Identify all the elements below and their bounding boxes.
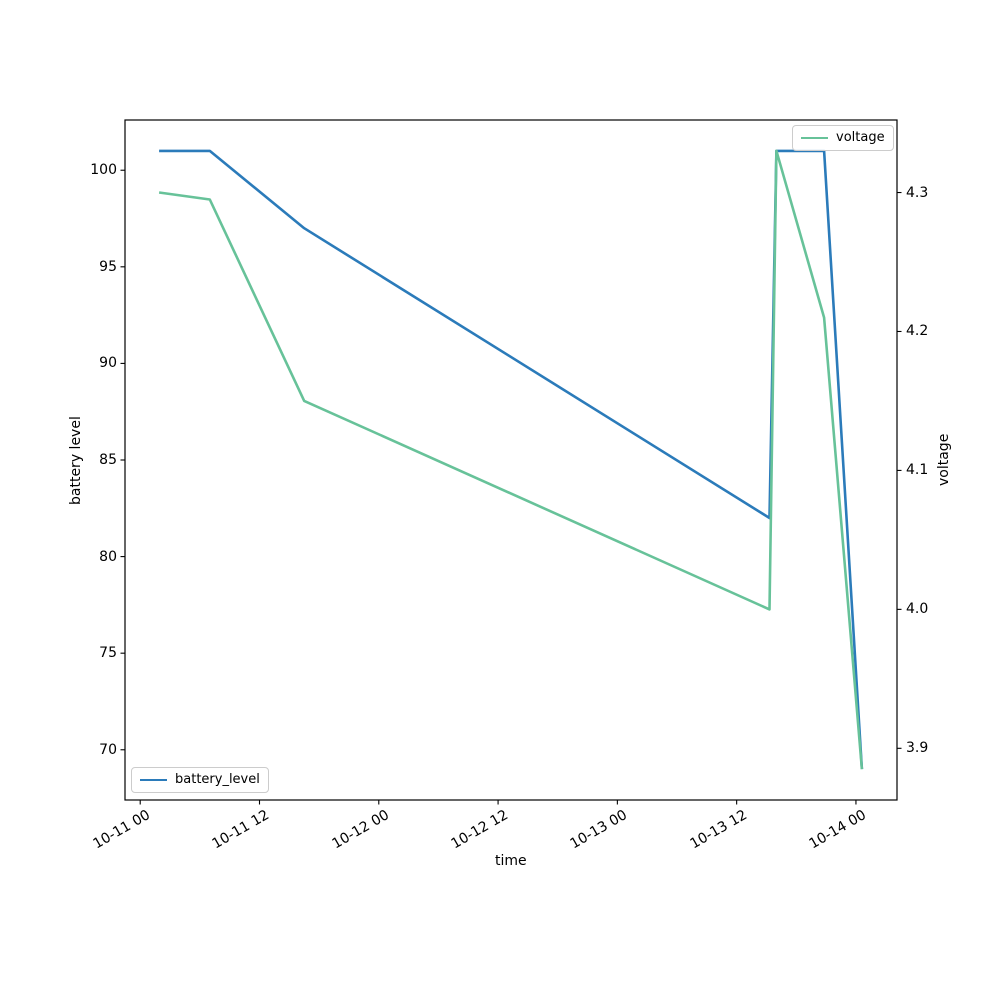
y-tick-label-left: 90 (99, 355, 117, 372)
y-tick-label-left: 75 (99, 645, 117, 662)
voltage-line-sample (801, 137, 828, 139)
y-tick-label-right: 4.0 (906, 601, 929, 618)
x-axis-label: time (495, 853, 527, 869)
battery-level-line-sample (140, 779, 167, 781)
y-tick-label-right: 4.1 (906, 462, 929, 479)
y-tick-label-left: 70 (99, 741, 117, 758)
series-line-battery_level (159, 149, 864, 770)
y-tick-label-left: 85 (99, 452, 117, 468)
y-tick-label-right: 3.9 (906, 740, 929, 757)
y-tick-label-left: 95 (99, 258, 117, 275)
y-tick-label-left: 100 (90, 162, 117, 179)
legend-battery-level-label: battery_level (175, 772, 260, 787)
plot-spines (124, 119, 898, 801)
y-tick-label-right: 4.2 (906, 323, 929, 340)
y-tick-label-left: 80 (99, 548, 117, 565)
legend-voltage-label: voltage (836, 130, 885, 145)
legend-voltage: voltage (792, 125, 894, 151)
y-tick-label-right: 4.3 (906, 184, 929, 201)
series-line-voltage (158, 149, 864, 770)
y-axis-label-left: battery level (68, 415, 84, 505)
legend-battery-level: battery_level (131, 767, 269, 793)
y-axis-label-right: voltage (936, 433, 952, 486)
